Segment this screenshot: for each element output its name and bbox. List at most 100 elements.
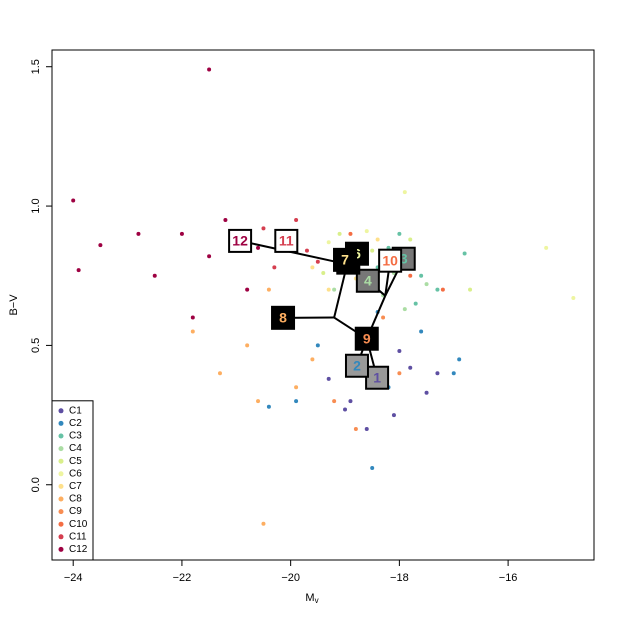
legend-swatch <box>58 546 64 552</box>
point <box>256 245 261 250</box>
node: 12 <box>228 228 253 253</box>
point <box>370 248 375 253</box>
node: 9 <box>354 326 379 351</box>
point <box>326 287 331 292</box>
node: 10 <box>378 248 403 273</box>
y-tick-label: 0.5 <box>30 338 42 353</box>
node-box <box>274 228 299 253</box>
legend-swatch <box>58 420 64 426</box>
point <box>451 371 456 376</box>
legend-swatch <box>58 433 64 439</box>
node-label: 11 <box>279 233 294 249</box>
point <box>332 287 337 292</box>
point <box>468 287 473 292</box>
point <box>261 521 266 526</box>
point <box>408 273 413 278</box>
node-box <box>333 247 358 272</box>
point <box>261 226 266 231</box>
legend-label: C3 <box>69 431 82 442</box>
point <box>294 399 299 404</box>
legend-label: C4 <box>69 443 82 454</box>
point <box>332 399 337 404</box>
point <box>375 237 380 242</box>
legend-box <box>51 400 94 561</box>
point <box>343 407 348 412</box>
point <box>440 287 445 292</box>
point <box>217 371 222 376</box>
x-label-sub: v <box>315 596 319 605</box>
x-tick-label: −20 <box>281 572 300 584</box>
point <box>397 348 402 353</box>
point <box>544 245 549 250</box>
legend-swatch <box>58 521 64 527</box>
node-label: 6 <box>353 245 361 261</box>
node: 1 <box>365 365 390 390</box>
y-tick-label: 0.0 <box>30 477 42 492</box>
x-tick-label: −24 <box>64 572 83 584</box>
node-label: 1 <box>373 369 381 385</box>
point <box>223 218 228 222</box>
legend-label: C8 <box>69 494 82 505</box>
point <box>419 273 424 278</box>
node: 11 <box>274 228 299 253</box>
point <box>245 343 250 348</box>
legend-label: C10 <box>69 519 88 530</box>
y-axis-label: B−V <box>8 294 20 316</box>
node-label: 7 <box>341 252 349 268</box>
point <box>207 67 212 72</box>
node-box <box>344 353 369 378</box>
point <box>424 390 429 395</box>
point <box>321 270 326 275</box>
point <box>462 251 467 256</box>
point <box>435 287 440 292</box>
point <box>315 343 320 348</box>
point <box>266 404 271 409</box>
x-tick-label: −18 <box>390 572 409 584</box>
legend-swatch <box>58 446 64 452</box>
legend-swatch <box>58 496 64 502</box>
point <box>294 385 299 390</box>
legend-label: C7 <box>69 481 82 492</box>
legend-label: C9 <box>69 506 82 517</box>
legend-label: C11 <box>69 531 87 542</box>
node-box <box>378 248 403 273</box>
node-label: 4 <box>364 272 372 288</box>
point <box>190 315 195 320</box>
node: 4 <box>355 268 380 293</box>
point <box>571 296 576 301</box>
point <box>310 357 315 362</box>
legend-label: C12 <box>69 544 88 555</box>
node-label: 3 <box>400 250 408 266</box>
legend-swatch <box>58 509 64 515</box>
point <box>370 466 375 471</box>
point <box>71 198 76 203</box>
node: 2 <box>344 353 369 378</box>
point <box>408 365 413 370</box>
point <box>266 287 271 292</box>
point <box>337 231 342 236</box>
plot-frame <box>51 49 595 561</box>
point <box>353 427 358 432</box>
point <box>413 301 418 306</box>
legend-label: C6 <box>69 468 82 479</box>
point <box>152 273 157 278</box>
point <box>397 231 402 236</box>
legend-swatch <box>58 471 64 477</box>
x-tick-label: −22 <box>173 572 192 584</box>
legend-label: C1 <box>69 405 82 416</box>
point <box>315 259 320 264</box>
point <box>326 376 331 381</box>
point <box>435 371 440 376</box>
node-box <box>355 268 380 293</box>
point <box>402 190 407 195</box>
x-label-main: M <box>305 592 314 604</box>
point <box>245 287 250 292</box>
point <box>397 371 402 376</box>
point <box>207 254 212 259</box>
y-tick-label: 1.0 <box>30 198 42 213</box>
point <box>424 282 429 287</box>
point <box>402 307 407 312</box>
legend-swatch <box>58 408 64 414</box>
point <box>136 231 141 236</box>
